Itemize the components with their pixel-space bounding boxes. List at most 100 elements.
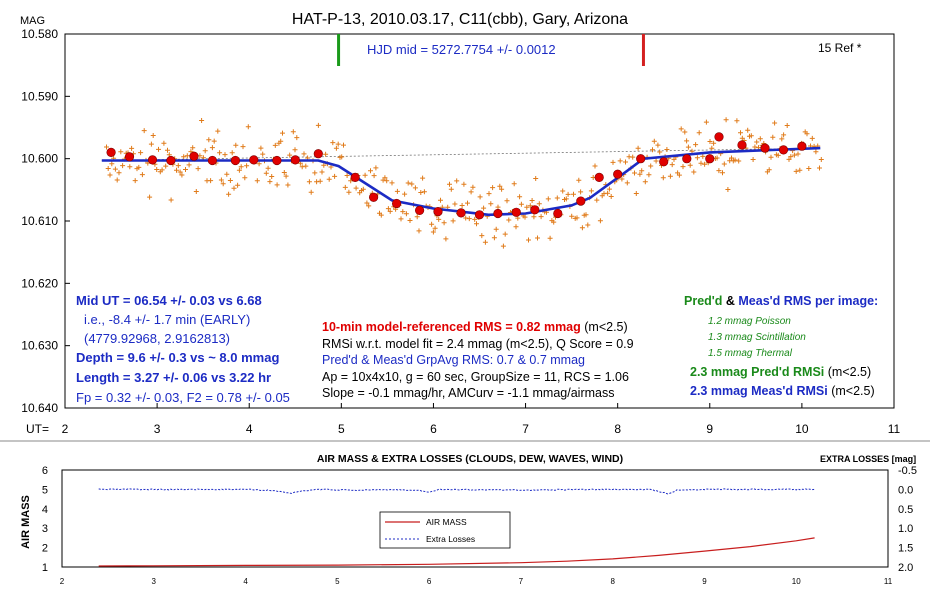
raw-point [635,145,641,151]
raw-point [786,156,792,162]
y-tick-label: 10.580 [21,27,58,41]
pred-rmsi-text: 2.3 mmag Pred'd RMSi [690,365,824,379]
raw-point [791,152,797,158]
raw-point [529,198,535,203]
airmass-y-tick-label: 6 [42,465,48,477]
binned-points [106,132,807,220]
raw-point [326,176,332,182]
airmass-axis-label: AIR MASS [20,495,32,549]
raw-point [285,182,291,188]
raw-point [736,158,742,164]
raw-point [655,142,661,148]
raw-point [738,130,743,136]
raw-point [452,201,458,207]
binned-point [797,141,807,151]
raw-point [531,214,537,220]
raw-point [606,186,612,192]
airmass-y-tick-label: 1 [42,562,48,574]
raw-point [231,185,237,191]
raw-point [332,173,338,179]
raw-point [226,191,232,197]
raw-point [502,231,508,237]
x-tick-label: 4 [246,422,253,436]
y-tick-label: 10.620 [21,276,58,290]
binned-point [613,169,623,179]
binned-point [594,172,604,182]
raw-point [781,132,787,138]
raw-point [283,173,289,179]
binned-point [737,140,747,150]
pred-rmsi-suffix: (m<2.5) [824,365,871,379]
x-tick-label: 6 [430,422,437,436]
raw-point [703,119,709,125]
airmass-x-tick-label: 9 [702,577,707,586]
raw-point [290,129,296,135]
binned-point [272,155,282,166]
raw-point [720,170,725,176]
raw-point [651,138,657,144]
raw-point [565,191,571,197]
raw-point [258,145,264,151]
raw-point [208,178,214,184]
raw-point [535,235,540,241]
raw-point [366,203,372,209]
raw-point [578,189,584,195]
rms-header-meas: Meas'd RMS per image: [738,294,878,308]
raw-point [806,166,812,171]
raw-point [441,220,447,226]
airmass-x-tick-label: 11 [884,577,893,586]
raw-point [707,139,713,144]
extra-losses-y-tick-label: 1.5 [898,543,913,555]
raw-point [217,150,223,156]
airmass-x-tick-label: 8 [610,577,615,586]
raw-point [454,178,460,184]
raw-point [538,214,544,220]
raw-point [632,170,637,176]
raw-point [294,135,300,141]
raw-point [648,163,654,169]
raw-point [779,136,785,142]
raw-point [229,150,235,156]
x-tick-label: 8 [614,422,621,436]
raw-point [685,144,691,150]
raw-point [667,173,673,179]
raw-point [220,181,226,187]
poisson-annotation: 1.2 mmag Poisson [708,316,791,327]
y-tick-label: 10.640 [21,401,58,415]
raw-point [245,124,251,130]
raw-point [105,166,111,171]
airmass-x-tick-label: 3 [152,577,157,586]
raw-point [809,135,815,141]
raw-point [642,179,648,185]
raw-point [479,233,485,239]
raw-point [660,175,666,181]
x-tick-label: 5 [338,422,345,436]
raw-point [700,153,706,159]
raw-point [619,176,625,182]
length-annotation: Length = 3.27 +/- 0.06 vs 3.22 hr [76,370,271,385]
raw-point [563,196,569,202]
raw-point [335,141,341,147]
raw-point [116,170,122,176]
raw-point [303,163,309,169]
raw-point [714,155,720,161]
x-tick-label: 3 [154,422,161,436]
raw-point [536,201,542,207]
raw-point [193,189,199,194]
y-tick-label: 10.590 [21,89,58,103]
airmass-y-tick-label: 4 [42,504,48,516]
raw-point [463,215,469,221]
raw-point [696,130,702,136]
extra-losses-y-tick-label: 0.5 [898,504,913,516]
raw-point [795,151,801,157]
airmass-y-tick-label: 5 [42,484,48,496]
slope-annotation: Slope = -0.1 mmag/hr, AMCurv = -1.1 mmag… [322,386,614,400]
raw-point [481,205,487,211]
raw-point [333,145,339,151]
raw-point [330,140,336,146]
mid-ut-annotation: Mid UT = 06.54 +/- 0.03 vs 6.68 [76,293,262,308]
raw-point [154,167,160,172]
raw-point [353,185,359,191]
hjd-mid-label: HJD mid = 5272.7754 +/- 0.0012 [367,42,556,57]
raw-point [112,166,118,172]
